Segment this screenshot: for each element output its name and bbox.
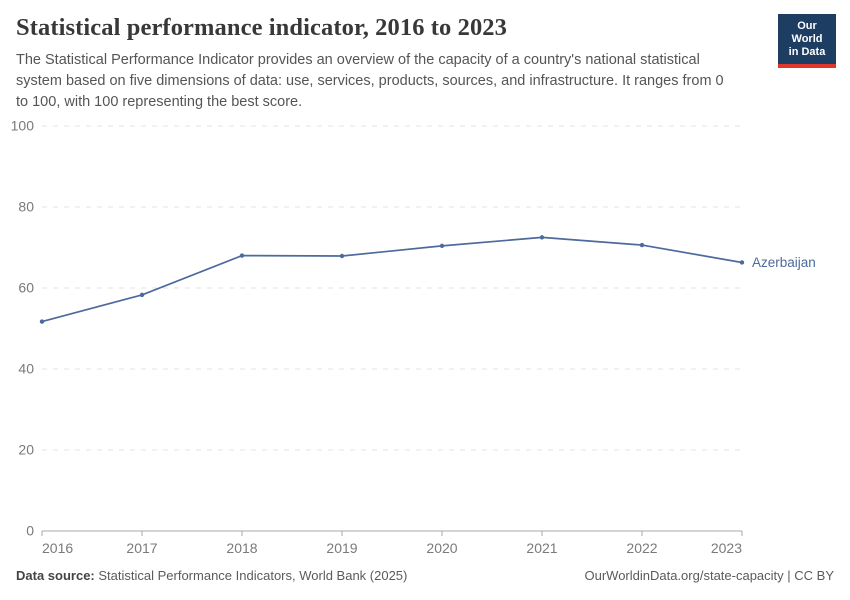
owid-logo-box: Our World in Data xyxy=(778,14,836,68)
y-tick-label: 60 xyxy=(18,280,34,296)
data-point-marker[interactable] xyxy=(739,260,745,265)
data-point-marker[interactable] xyxy=(139,292,145,298)
data-point-marker[interactable] xyxy=(339,253,345,259)
series-end-label[interactable]: Azerbaijan xyxy=(752,255,816,270)
data-point-marker[interactable] xyxy=(239,253,245,258)
data-source-text: Statistical Performance Indicators, Worl… xyxy=(94,568,408,583)
chart-subtitle: The Statistical Performance Indicator pr… xyxy=(16,52,724,110)
data-point-marker[interactable] xyxy=(39,319,45,324)
y-tick-label: 40 xyxy=(18,361,34,377)
y-tick-label: 0 xyxy=(26,523,34,539)
data-source-note: Data source: Statistical Performance Ind… xyxy=(16,568,407,583)
owid-logo[interactable]: Our World in Data xyxy=(778,14,836,68)
data-point-marker[interactable] xyxy=(539,235,545,240)
data-point-marker[interactable] xyxy=(639,242,645,248)
x-tick-label: 2019 xyxy=(326,540,357,556)
owid-url-license-link[interactable]: OurWorldinData.org/state-capacity | CC B… xyxy=(584,568,834,583)
data-source-label: Data source: xyxy=(16,568,95,583)
x-tick-label: 2023 xyxy=(711,540,742,556)
x-tick-label: 2022 xyxy=(626,540,657,556)
x-tick-label: 2018 xyxy=(226,540,257,556)
owid-logo-line1: Our World xyxy=(791,20,823,45)
y-tick-label: 100 xyxy=(11,118,35,134)
x-tick-label: 2017 xyxy=(126,540,157,556)
chart-header: Statistical performance indicator, 2016 … xyxy=(16,14,760,113)
x-tick-label: 2020 xyxy=(426,540,457,556)
x-tick-label: 2021 xyxy=(526,540,557,556)
series-line-azerbaijan[interactable] xyxy=(41,236,743,323)
data-point-marker[interactable] xyxy=(439,243,445,249)
line-chart-canvas: 0 20 40 60 80 100 2016 2017 2018 2019 2020 2021 2022… xyxy=(11,118,816,557)
chart-title: Statistical performance indicator, 2016 … xyxy=(16,14,508,41)
y-tick-label: 20 xyxy=(18,442,34,458)
owid-logo-line2: in Data xyxy=(788,46,826,58)
x-tick-label: 2016 xyxy=(42,540,73,556)
y-tick-label: 80 xyxy=(18,199,34,215)
chart-footer: Data source: Statistical Performance Ind… xyxy=(16,568,834,583)
